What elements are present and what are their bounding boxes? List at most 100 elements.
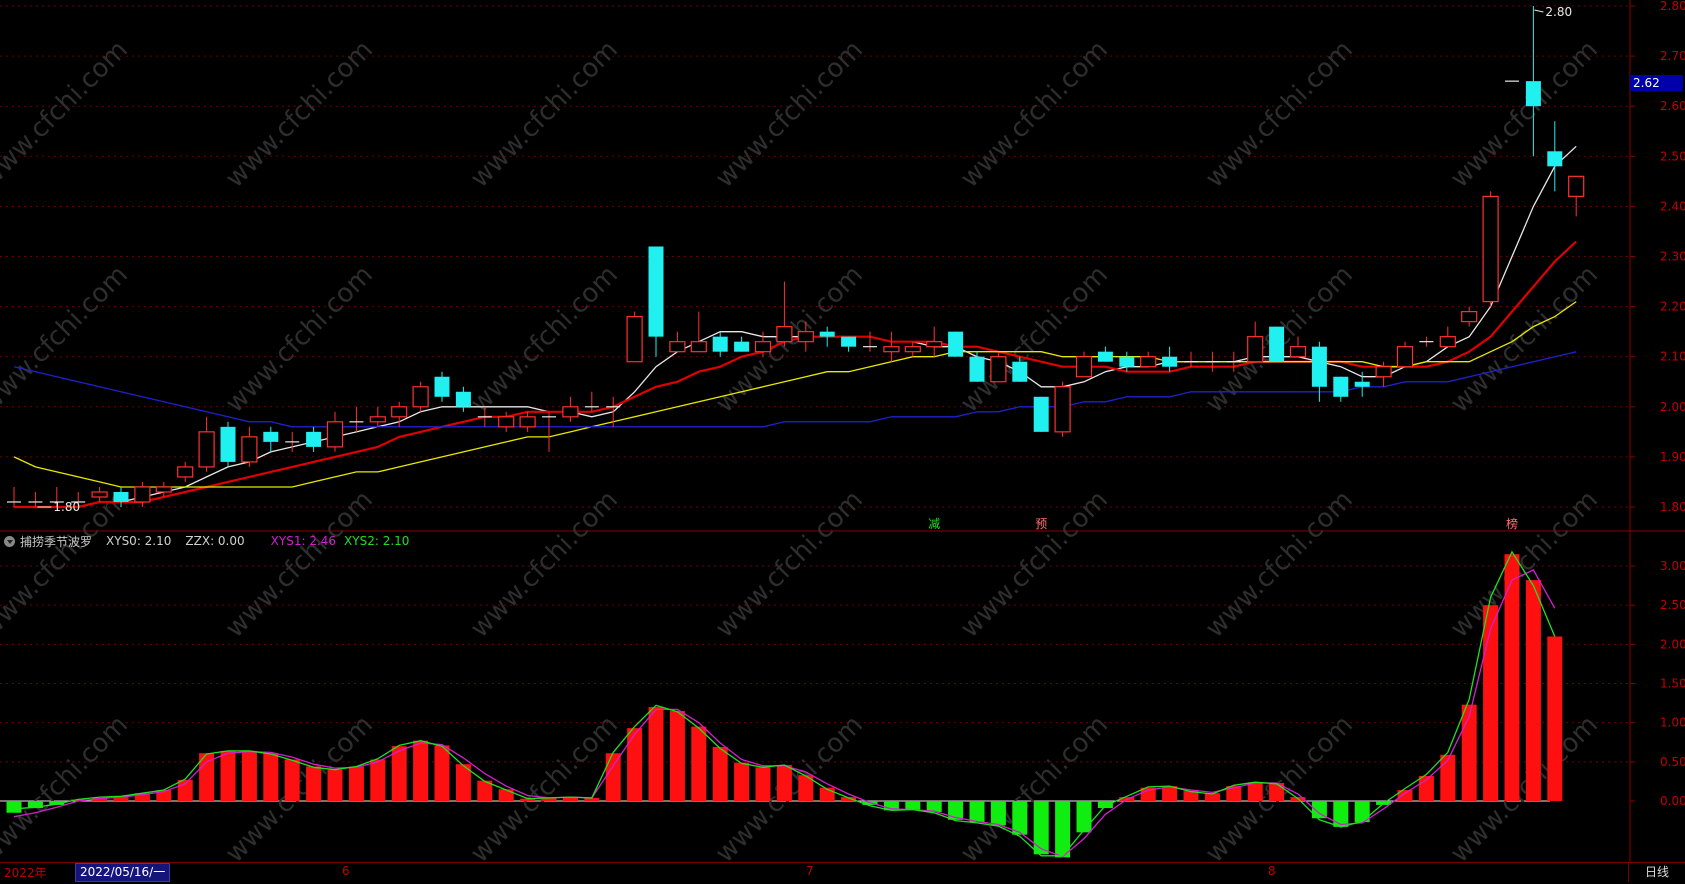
candle [369,406,386,427]
indicator-bar [691,726,707,801]
candle-body [797,331,814,343]
candle [285,431,300,452]
watermark: www.cfchi.com [220,260,379,419]
candle-body [1119,356,1135,367]
indicator-tick-label: 3.00 [1660,559,1685,573]
candle [841,336,857,352]
candle-body [819,331,835,337]
legend-xys1: XYS1: 2.46 [270,534,337,548]
indicator-bar [905,801,921,810]
candle [1439,326,1456,348]
candle [542,411,556,452]
watermark: www.cfchi.com [1445,35,1604,194]
candle-body [712,336,728,352]
watermark-layer: www.cfchi.com www.cfchi.com www.cfchi.com w… [0,35,1604,869]
indicator-bar [1547,636,1563,801]
candle [883,331,900,362]
candle-body [1547,151,1563,167]
candle [626,311,643,363]
candle [1184,351,1198,367]
candle [434,371,450,402]
watermark: www.cfchi.com [710,485,869,644]
indicator-title: 捕捞季节波罗 [20,534,93,549]
indicator-bar [477,780,493,801]
indicator-bar [798,775,814,801]
candle [1140,351,1157,368]
price-tick-label: 2.80 [1660,0,1685,13]
indicator-tick-label: 0.00 [1660,794,1685,808]
candle-body [1568,175,1585,197]
candle [7,486,21,507]
candle [241,426,258,467]
time-axis-bar [0,862,1685,884]
price-axis: 2.80 2.70 2.60 2.50 2.40 2.30 2.20 2.10 2.00 1.90… [1630,0,1685,808]
candle-body [155,486,172,493]
watermark: www.cfchi.com [1200,35,1359,194]
watermark: www.cfchi.com [0,260,134,419]
indicator-bar [648,707,664,801]
candle [948,331,964,357]
candle [584,391,599,412]
indicator-bar [1440,754,1456,801]
indicator-bar [327,769,343,801]
candle [455,386,471,412]
candle [1247,321,1264,363]
watermark: www.cfchi.com [710,35,869,194]
candle-body [1054,386,1071,433]
indicator-bar [348,766,364,801]
indicator-bar [948,801,964,820]
indicator-bar [70,799,86,801]
indicator-tick-label: 0.50 [1660,755,1685,769]
xys2-line [13,550,1556,857]
candle-body [177,466,194,478]
candle-body [1097,351,1113,362]
candle-body [1311,346,1327,387]
candle [1097,346,1113,362]
indicator-bar [134,793,150,801]
signal-mark: 减 [928,517,940,531]
indicator-bar [1311,801,1327,819]
price-tick-label: 2.10 [1660,350,1685,364]
indicator-bar [1183,790,1199,801]
candle [1012,356,1028,382]
watermark: www.cfchi.com [220,35,379,194]
period-button[interactable]: 日线 [1628,862,1685,882]
candle-body [434,376,450,397]
candle [177,461,194,482]
indicator-bar [1269,782,1285,801]
indicator-bar [1333,801,1349,827]
candle [1547,121,1563,192]
candle [519,411,536,432]
indicator-bar [990,801,1006,826]
current-price-tag: 2.62 [1630,75,1683,91]
candle [134,481,151,507]
candle [1396,341,1414,368]
price-tick-label: 2.30 [1660,250,1685,264]
candle-body [1439,336,1456,348]
month-label-6: 6 [342,864,350,878]
candle-body [391,406,408,418]
candle [712,331,728,357]
candle [1226,351,1241,372]
candle-body [241,436,258,463]
indicator-bar [1204,793,1220,801]
candle [1568,175,1585,217]
candle-body [969,356,985,382]
collapse-icon[interactable] [4,535,15,547]
indicator-tick-label: 2.50 [1660,598,1685,612]
candle [1311,341,1327,402]
high-pointer [1534,9,1544,13]
indicator-bar [1055,801,1071,858]
candle-body [990,356,1007,383]
candle-body [91,491,108,498]
candle-body [1482,195,1499,303]
indicator-bar [1097,801,1113,809]
candle [49,486,64,507]
indicator-bar [498,789,514,801]
indicator-tick-label: 2.00 [1660,637,1685,651]
indicator-bar [605,753,621,801]
candle-body [498,416,515,428]
watermark: www.cfchi.com [465,35,624,194]
candle [562,396,579,422]
